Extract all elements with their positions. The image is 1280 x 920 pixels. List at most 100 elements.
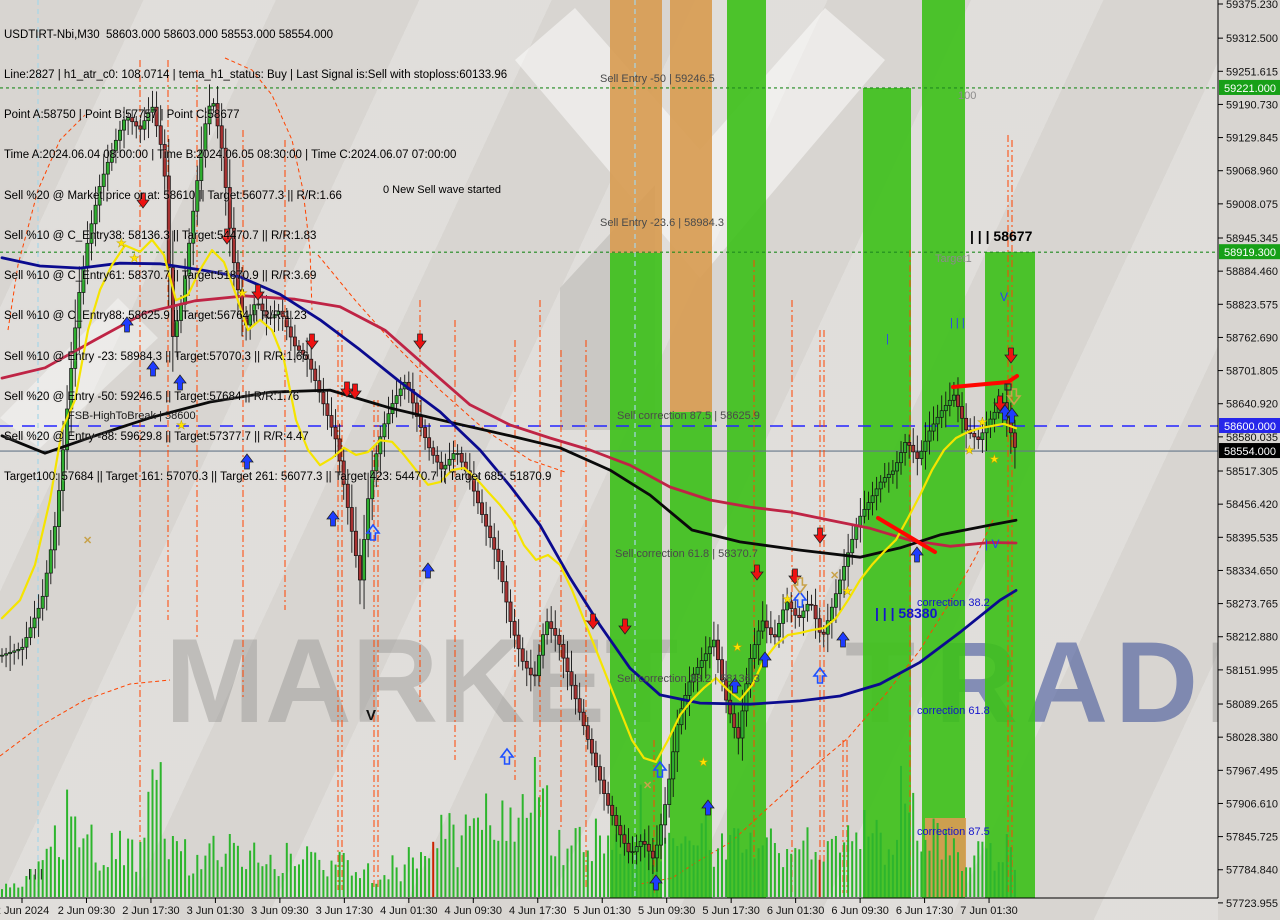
svg-text:| | |: | | | [950,317,965,329]
svg-text:59251.615: 59251.615 [1226,66,1278,78]
moving-averages [0,238,1018,764]
svg-text:7 Jun 01:30: 7 Jun 01:30 [960,905,1018,917]
info-line: Sell %20 @ Entry -50: 59246.5 || Target:… [4,390,300,403]
svg-text:58334.650: 58334.650 [1226,565,1278,577]
svg-text:✕: ✕ [643,780,652,792]
svg-text:4 Jun 09:30: 4 Jun 09:30 [445,905,503,917]
svg-text:★: ★ [964,443,975,457]
info-line: Sell %10 @ C_Entry38: 58136.3 || Target:… [4,229,317,242]
price-badge [1219,418,1280,433]
svg-text:57784.840: 57784.840 [1226,865,1278,877]
svg-text:4 Jun 17:30: 4 Jun 17:30 [509,905,567,917]
svg-text:58919.300: 58919.300 [1224,247,1276,259]
svg-text:5 Jun 17:30: 5 Jun 17:30 [702,905,760,917]
svg-text:58395.535: 58395.535 [1226,532,1278,544]
signal-markers: ★★★★★★★★★★★✕✕✕ [83,192,1022,891]
svg-text:★: ★ [989,452,1000,466]
svg-text:| | | 58380: | | | 58380 [875,605,938,621]
svg-text:58640.920: 58640.920 [1226,399,1278,411]
svg-text:★: ★ [237,286,248,300]
chart-annotations: 0 New Sell wave started Sell Entry -50 | … [28,73,1033,880]
svg-text:59312.500: 59312.500 [1226,33,1278,45]
volume-histogram [1,757,1016,897]
svg-text:5 Jun 01:30: 5 Jun 01:30 [573,905,631,917]
svg-text:2 Jun 17:30: 2 Jun 17:30 [122,905,180,917]
svg-text:|: | [886,333,889,345]
svg-text:Sell correction 61.8 | 58370.7: Sell correction 61.8 | 58370.7 [615,548,758,560]
svg-text:58945.345: 58945.345 [1226,233,1278,245]
svg-text:6 Jun 09:30: 6 Jun 09:30 [831,905,889,917]
candlesticks [0,84,1017,874]
svg-text:58028.380: 58028.380 [1226,732,1278,744]
svg-text:★: ★ [977,415,988,429]
price-badge [1219,79,1280,95]
info-line: Sell %20 @ Market price or at: 58610 || … [4,189,342,202]
svg-text:57845.725: 57845.725 [1226,832,1278,844]
svg-text:FSB-HighToBreak | 58600: FSB-HighToBreak | 58600 [68,410,196,422]
svg-text:6 Jun 17:30: 6 Jun 17:30 [896,905,954,917]
svg-text:correction 61.8: correction 61.8 [917,705,990,717]
vertical-signal-lines [0,0,1013,897]
svg-text:2 Jun 09:30: 2 Jun 09:30 [58,905,116,917]
info-line: Point A:58750 | Point B:57757 | Point C:… [4,109,240,122]
svg-text:★: ★ [129,251,140,265]
info-line: Line:2827 | h1_atr_c0: 108.0714 | tema_h… [4,69,508,82]
svg-text:57967.495: 57967.495 [1226,765,1278,777]
svg-text:Sell Entry -50 | 59246.5: Sell Entry -50 | 59246.5 [600,73,715,85]
svg-text:57723.955: 57723.955 [1226,898,1278,910]
svg-text:V: V [1000,290,1008,304]
info-line: Sell %10 @ C_Entry61: 58370.7 || Target:… [4,270,317,283]
price-badge [1219,244,1280,260]
svg-text:58273.765: 58273.765 [1226,599,1278,611]
svg-text:MARKET: MARKET [165,614,678,748]
svg-text:✕: ✕ [83,535,92,547]
info-line: Target100: 57684 || Target 161: 57070.3 … [4,471,552,484]
indicator-info-panel: USDTIRT-Nbi,M30 58603.000 58603.000 5855… [4,2,551,511]
svg-text:58089.265: 58089.265 [1226,699,1278,711]
time-axis[interactable]: 2 Jun 2024 2 Jun 09:30 2 Jun 17:30 3 Jun 01… [0,897,1218,917]
info-line: Sell %10 @ C_Entry88: 58625.9 || Target:… [4,310,307,323]
svg-text:| | |: | | | [28,868,43,880]
svg-text:59375.230: 59375.230 [1226,0,1278,11]
svg-text:★: ★ [732,640,743,654]
svg-text:| | | 58677: | | | 58677 [970,228,1033,244]
svg-text:Sell Entry -23.6 | 58984.3: Sell Entry -23.6 | 58984.3 [600,217,724,229]
svg-text:A: A [1025,619,1108,747]
svg-text:★: ★ [116,236,127,250]
svg-text:2 Jun 2024: 2 Jun 2024 [0,905,49,917]
svg-text:3 Jun 17:30: 3 Jun 17:30 [316,905,374,917]
svg-text:58884.460: 58884.460 [1226,266,1278,278]
svg-text:correction 87.5: correction 87.5 [917,826,990,838]
svg-text:Sell correction 38.2 | 58136.3: Sell correction 38.2 | 58136.3 [617,673,760,685]
info-line: Sell %10 @ Entry -23: 58984.3 || Target:… [4,350,309,363]
svg-text:correction 38.2: correction 38.2 [917,597,990,609]
svg-text:58762.690: 58762.690 [1226,332,1278,344]
svg-text:3 Jun 09:30: 3 Jun 09:30 [251,905,309,917]
svg-text:| V: | V [985,537,999,551]
svg-text:57906.610: 57906.610 [1226,798,1278,810]
svg-text:★: ★ [698,755,709,769]
svg-text:59221.000: 59221.000 [1224,83,1276,95]
svg-text:59129.845: 59129.845 [1226,133,1278,145]
price-badge [1219,443,1280,459]
svg-text:✕: ✕ [830,570,839,582]
svg-text:Sell correction 87.5 | 58625.9: Sell correction 87.5 | 58625.9 [617,410,760,422]
info-line: Sell %20 @ Entry -88: 59629.8 || Target:… [4,431,309,443]
svg-text:★: ★ [176,418,187,432]
svg-text:59008.075: 59008.075 [1226,199,1278,211]
svg-text:58823.575: 58823.575 [1226,299,1278,311]
red-trend-segments [876,374,1019,554]
signal-zone-bands [610,0,1035,898]
svg-text:58554.000: 58554.000 [1224,446,1276,458]
svg-text:D: D [1115,619,1198,747]
svg-text:100: 100 [958,90,976,102]
svg-text:4 Jun 01:30: 4 Jun 01:30 [380,905,438,917]
price-axis[interactable]: 59375.230 59312.500 59251.615 59190.730 5912… [1217,0,1280,920]
info-line: Time A:2024.06.04 08:00:00 | Time B:2024… [4,149,457,162]
svg-text:V: V [366,707,376,724]
svg-text:5 Jun 09:30: 5 Jun 09:30 [638,905,696,917]
svg-text:58580.035: 58580.035 [1226,432,1278,444]
svg-text:58212.880: 58212.880 [1226,632,1278,644]
